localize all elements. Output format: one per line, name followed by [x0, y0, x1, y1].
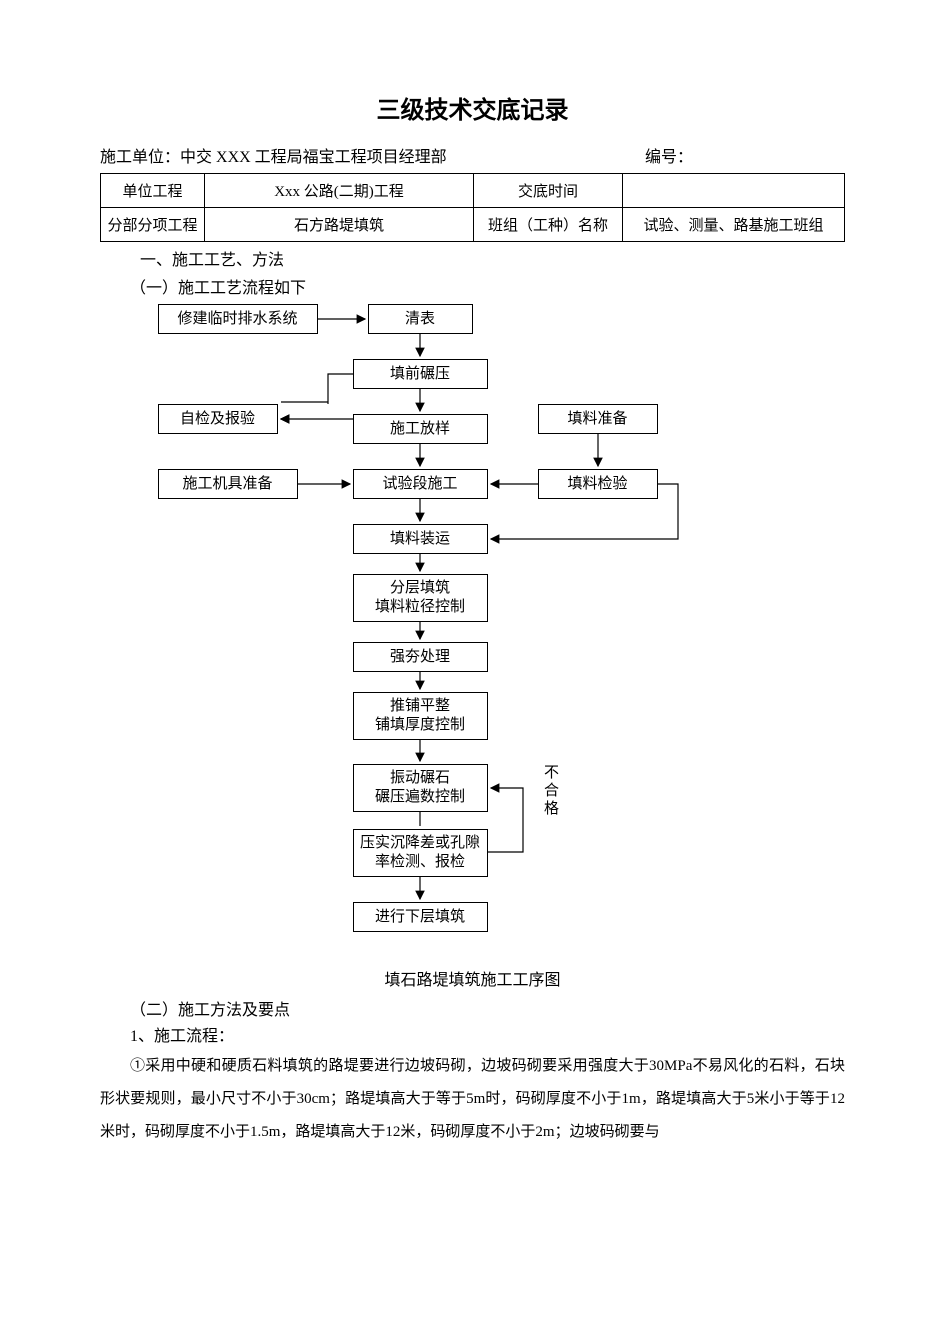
info-table: 单位工程 Xxx 公路(二期)工程 交底时间 分部分项工程 石方路堤填筑 班组（… [100, 173, 845, 242]
cell-unit-proj-value: Xxx 公路(二期)工程 [205, 174, 474, 208]
cell-team-label: 班组（工种）名称 [474, 208, 623, 242]
code-label: 编号： [645, 149, 693, 166]
cell-subproj-value: 石方路堤填筑 [205, 208, 474, 242]
heading-1: 一、施工工艺、方法 [140, 246, 845, 270]
unit-label: 施工单位： [100, 149, 180, 166]
node-matcheck: 填料检验 [538, 469, 658, 499]
page-title: 三级技术交底记录 [100, 90, 845, 125]
node-layer: 分层填筑 填料粒径控制 [353, 574, 488, 622]
node-settle: 压实沉降差或孔隙率检测、报检 [353, 829, 488, 877]
label-fail: 不合格 [543, 764, 561, 818]
paragraph-1: ①采用中硬和硬质石料填筑的路堤要进行边坡码砌，边坡码砌要采用强度大于30MPa不… [100, 1050, 845, 1149]
node-equip: 施工机具准备 [158, 469, 298, 499]
flow-caption: 填石路堤填筑施工工序图 [100, 966, 845, 990]
node-layout: 施工放样 [353, 414, 488, 444]
node-load: 填料装运 [353, 524, 488, 554]
node-precompact: 填前碾压 [353, 359, 488, 389]
node-selfcheck: 自检及报验 [158, 404, 278, 434]
cell-time-label: 交底时间 [474, 174, 623, 208]
node-trial: 试验段施工 [353, 469, 488, 499]
cell-time-value [623, 174, 845, 208]
heading-1-2-1: 1、施工流程： [130, 1022, 845, 1046]
meta-row: 施工单位：中交 XXX 工程局福宝工程项目经理部 编号： [100, 143, 845, 167]
cell-unit-proj-label: 单位工程 [101, 174, 205, 208]
cell-subproj-label: 分部分项工程 [101, 208, 205, 242]
heading-1-1: （一）施工工艺流程如下 [130, 274, 845, 298]
cell-team-value: 试验、测量、路基施工班组 [623, 208, 845, 242]
node-tamp: 强夯处理 [353, 642, 488, 672]
node-vibro: 振动碾石 碾压遍数控制 [353, 764, 488, 812]
node-spread: 推铺平整 铺填厚度控制 [353, 692, 488, 740]
flowchart: 修建临时排水系统 清表 填前碾压 自检及报验 施工放样 填料准备 施工机具准备 … [103, 304, 843, 964]
node-next: 进行下层填筑 [353, 902, 488, 932]
unit-value: 中交 XXX 工程局福宝工程项目经理部 [180, 149, 447, 166]
node-matprep: 填料准备 [538, 404, 658, 434]
node-drainage: 修建临时排水系统 [158, 304, 318, 334]
heading-1-2: （二）施工方法及要点 [130, 996, 845, 1020]
node-clear: 清表 [368, 304, 473, 334]
